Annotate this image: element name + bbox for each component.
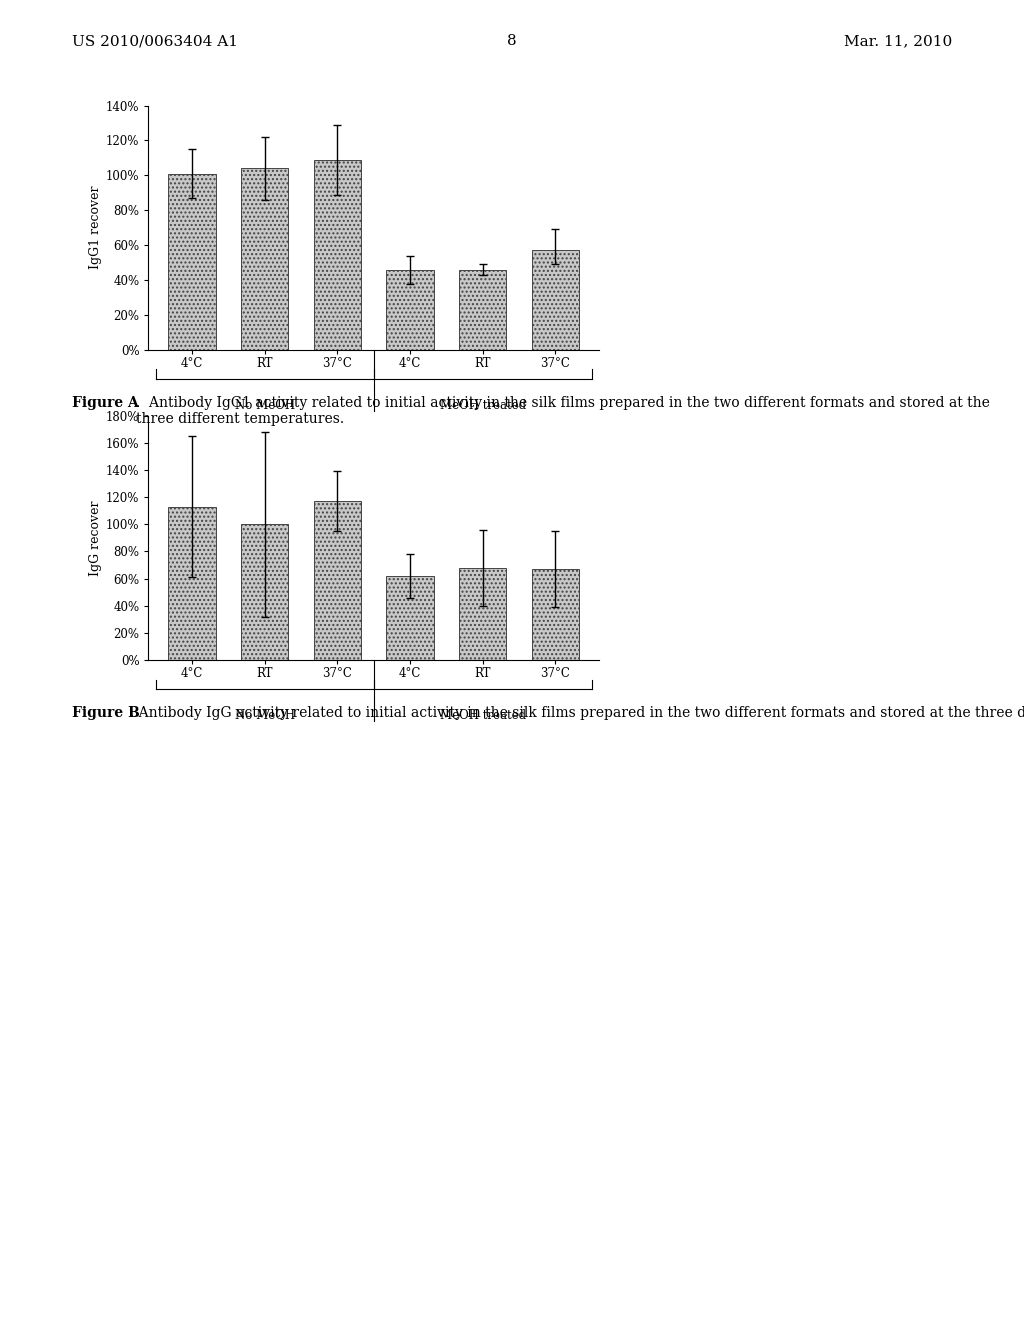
Text: No MeOH: No MeOH	[234, 709, 295, 722]
Text: Figure A: Figure A	[72, 396, 138, 411]
Bar	[459, 568, 507, 660]
Bar	[531, 251, 579, 350]
Bar	[241, 169, 289, 350]
Y-axis label: IgG1 recover: IgG1 recover	[89, 186, 101, 269]
Bar	[313, 160, 361, 350]
Text: No MeOH: No MeOH	[234, 399, 295, 412]
Bar	[169, 174, 216, 350]
Bar	[313, 502, 361, 660]
Bar	[459, 269, 507, 350]
Text: 8: 8	[507, 34, 517, 49]
Y-axis label: IgG recover: IgG recover	[89, 500, 101, 576]
Bar	[241, 524, 289, 660]
Text: Figure B: Figure B	[72, 706, 139, 721]
Text: US 2010/0063404 A1: US 2010/0063404 A1	[72, 34, 238, 49]
Text: .  Antibody IgG1 activity related to initial activity in the silk films prepared: . Antibody IgG1 activity related to init…	[136, 396, 990, 426]
Bar	[169, 507, 216, 660]
Bar	[531, 569, 579, 660]
Bar	[386, 576, 434, 660]
Text: MeOH treated: MeOH treated	[439, 399, 526, 412]
Text: . Antibody IgG activity related to initial activity in the silk films prepared i: . Antibody IgG activity related to initi…	[130, 706, 1024, 721]
Bar	[386, 269, 434, 350]
Text: Mar. 11, 2010: Mar. 11, 2010	[844, 34, 952, 49]
Text: MeOH treated: MeOH treated	[439, 709, 526, 722]
